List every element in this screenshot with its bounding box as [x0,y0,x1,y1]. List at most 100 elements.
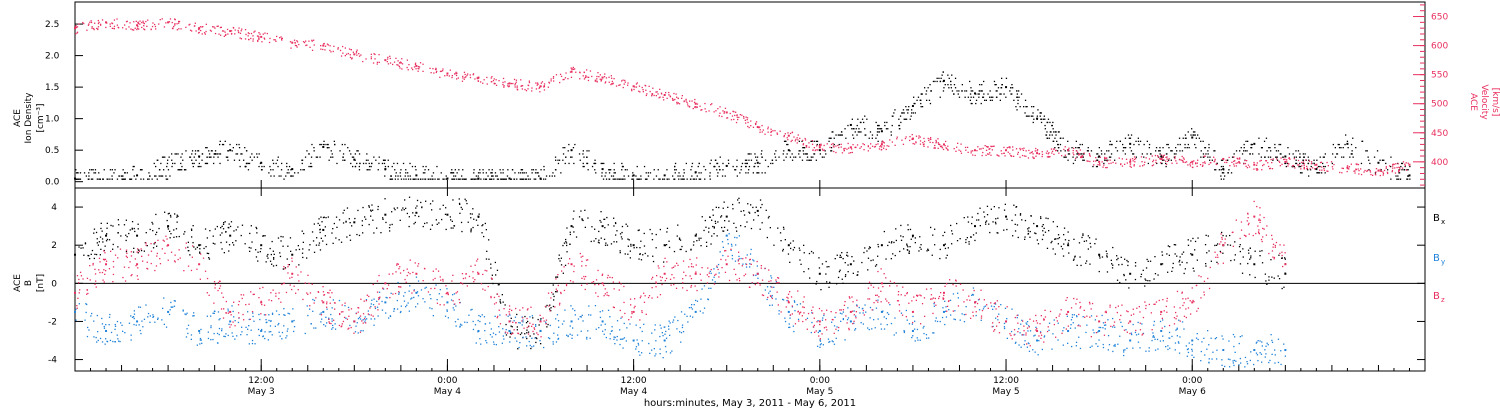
density-point [1345,134,1346,135]
density-point [1289,153,1290,154]
density-point [1313,160,1314,161]
by-point [217,333,218,334]
density-point [194,163,195,164]
by-point [1093,332,1094,333]
by-point [1004,328,1005,329]
density-point [1308,157,1309,158]
velocity-point [1122,165,1123,166]
bx-point [113,244,114,245]
density-point [1203,141,1204,142]
by-point [794,300,795,301]
velocity-point [827,143,828,144]
density-point [1101,153,1102,154]
velocity-point [142,21,143,22]
density-point [822,157,823,158]
bx-point [621,232,622,233]
velocity-point [1175,160,1176,161]
bx-point [1274,278,1275,279]
velocity-point [173,26,174,27]
bx-point [686,251,687,252]
by-point [1011,309,1012,310]
velocity-point [399,67,400,68]
velocity-point [719,113,720,114]
density-point [132,169,133,170]
velocity-anchor-point [322,45,324,47]
bx-point [270,248,271,249]
velocity-point [1301,165,1302,166]
bx-point [1030,215,1031,216]
velocity-anchor-point [1346,167,1348,169]
bx-point [1085,263,1086,264]
bx-point [593,240,594,241]
bx-point [1239,246,1240,247]
density-point [167,163,168,164]
bx-point [187,247,188,248]
bx-point [895,255,896,256]
velocity-point [611,75,612,76]
velocity-point [841,144,842,145]
by-point [254,343,255,344]
bx-point [712,226,713,227]
density-point [894,109,895,110]
by-point [844,339,845,340]
by-point [828,339,829,340]
density-point [658,169,659,170]
density-point [858,128,859,129]
velocity-point [1284,159,1285,160]
bx-point [1037,239,1038,240]
bx-point [616,230,617,231]
by-point [1149,347,1150,348]
velocity-point [98,22,99,23]
density-point [1104,153,1105,154]
bx-point [1057,238,1058,239]
velocity-point [971,151,972,152]
velocity-point [516,82,517,83]
bx-point [816,283,817,284]
bx-point [573,211,574,212]
density-point [154,163,155,164]
by-point [199,343,200,344]
density-point [758,166,759,167]
density-point [160,175,161,176]
density-point [408,179,409,180]
bx-point [1240,263,1241,264]
bx-point [91,254,92,255]
by-point [1004,323,1005,324]
velocity-point [612,81,613,82]
bx-point [470,231,471,232]
density-point [1011,84,1012,85]
velocity-point [677,103,678,104]
density-point [169,175,170,176]
bx-point [377,209,378,210]
by-point [480,344,481,345]
density-point [1191,128,1192,129]
density-point [1041,122,1042,123]
bx-point [1230,245,1231,246]
velocity-point [848,148,849,149]
x-tick-time-label: 12:00 [621,376,647,386]
density-point [615,172,616,173]
velocity-point [985,145,986,146]
density-point [302,163,303,164]
bx-point [868,258,869,259]
bx-point [819,267,820,268]
bx-point [1004,210,1005,211]
by-point [370,306,371,307]
velocity-point [1017,154,1018,155]
density-point [1179,138,1180,139]
density-point [352,166,353,167]
density-point [1033,106,1034,107]
velocity-point [992,149,993,150]
by-point [616,339,617,340]
by-point [1178,341,1179,342]
by-point [614,343,615,344]
velocity-point [397,60,398,61]
bx-point [1155,273,1156,274]
density-point [418,179,419,180]
velocity-anchor-point [540,85,542,87]
velocity-point [1037,149,1038,150]
density-point [397,175,398,176]
bx-point [1088,235,1089,236]
density-point [595,172,596,173]
velocity-point [98,20,99,21]
